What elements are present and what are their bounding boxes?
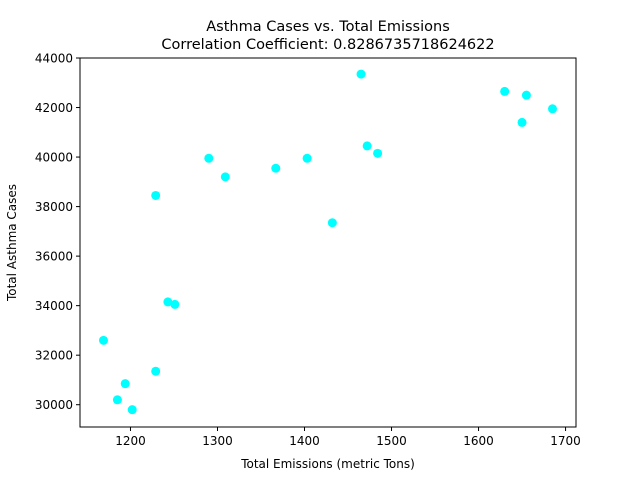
scatter-point: [362, 141, 372, 151]
plot-area-frame: [79, 57, 577, 428]
scatter-point: [548, 104, 558, 114]
scatter-point: [127, 405, 137, 415]
scatter-point: [163, 297, 173, 307]
x-tick-label: 1600: [463, 434, 494, 448]
y-tick-label: 32000: [35, 349, 73, 363]
y-tick-label: 36000: [35, 250, 73, 264]
scatter-point: [98, 335, 108, 345]
scatter-point: [500, 86, 510, 96]
scatter-point: [327, 218, 337, 228]
x-tick-label: 1400: [289, 434, 320, 448]
x-tick-label: 1200: [115, 434, 146, 448]
y-tick-label: 44000: [35, 52, 73, 66]
scatter-point: [170, 299, 180, 309]
y-tick-label: 30000: [35, 398, 73, 412]
scatter-point: [302, 153, 312, 163]
chart-subtitle: Correlation Coefficient: 0.8286735718624…: [161, 37, 494, 53]
scatter-point: [204, 153, 214, 163]
scatter-point: [151, 366, 161, 376]
x-tick-label: 1500: [376, 434, 407, 448]
axis-ticks: 1200 1300 1400 1500 1600 1700 30000 32000 34000 3…: [35, 52, 581, 449]
y-tick-label: 40000: [35, 151, 73, 165]
x-axis-label: Total Emissions (metric Tons): [240, 457, 415, 471]
y-axis-label: Total Asthma Cases: [5, 184, 19, 302]
scatter-point: [112, 395, 122, 405]
y-tick-label: 42000: [35, 101, 73, 115]
scatter-point: [220, 172, 230, 182]
scatter-point: [120, 379, 130, 389]
scatter-point: [373, 148, 383, 158]
x-tick-label: 1300: [202, 434, 233, 448]
scatter-point: [517, 117, 527, 127]
scatter-point: [521, 90, 531, 100]
y-tick-label: 34000: [35, 299, 73, 313]
x-tick-label: 1700: [550, 434, 581, 448]
data-points: [98, 69, 558, 415]
scatter-point: [151, 190, 161, 200]
chart-title: Asthma Cases vs. Total Emissions: [206, 19, 450, 35]
y-tick-label: 38000: [35, 200, 73, 214]
scatter-point: [356, 69, 366, 79]
scatter-point: [271, 163, 281, 173]
